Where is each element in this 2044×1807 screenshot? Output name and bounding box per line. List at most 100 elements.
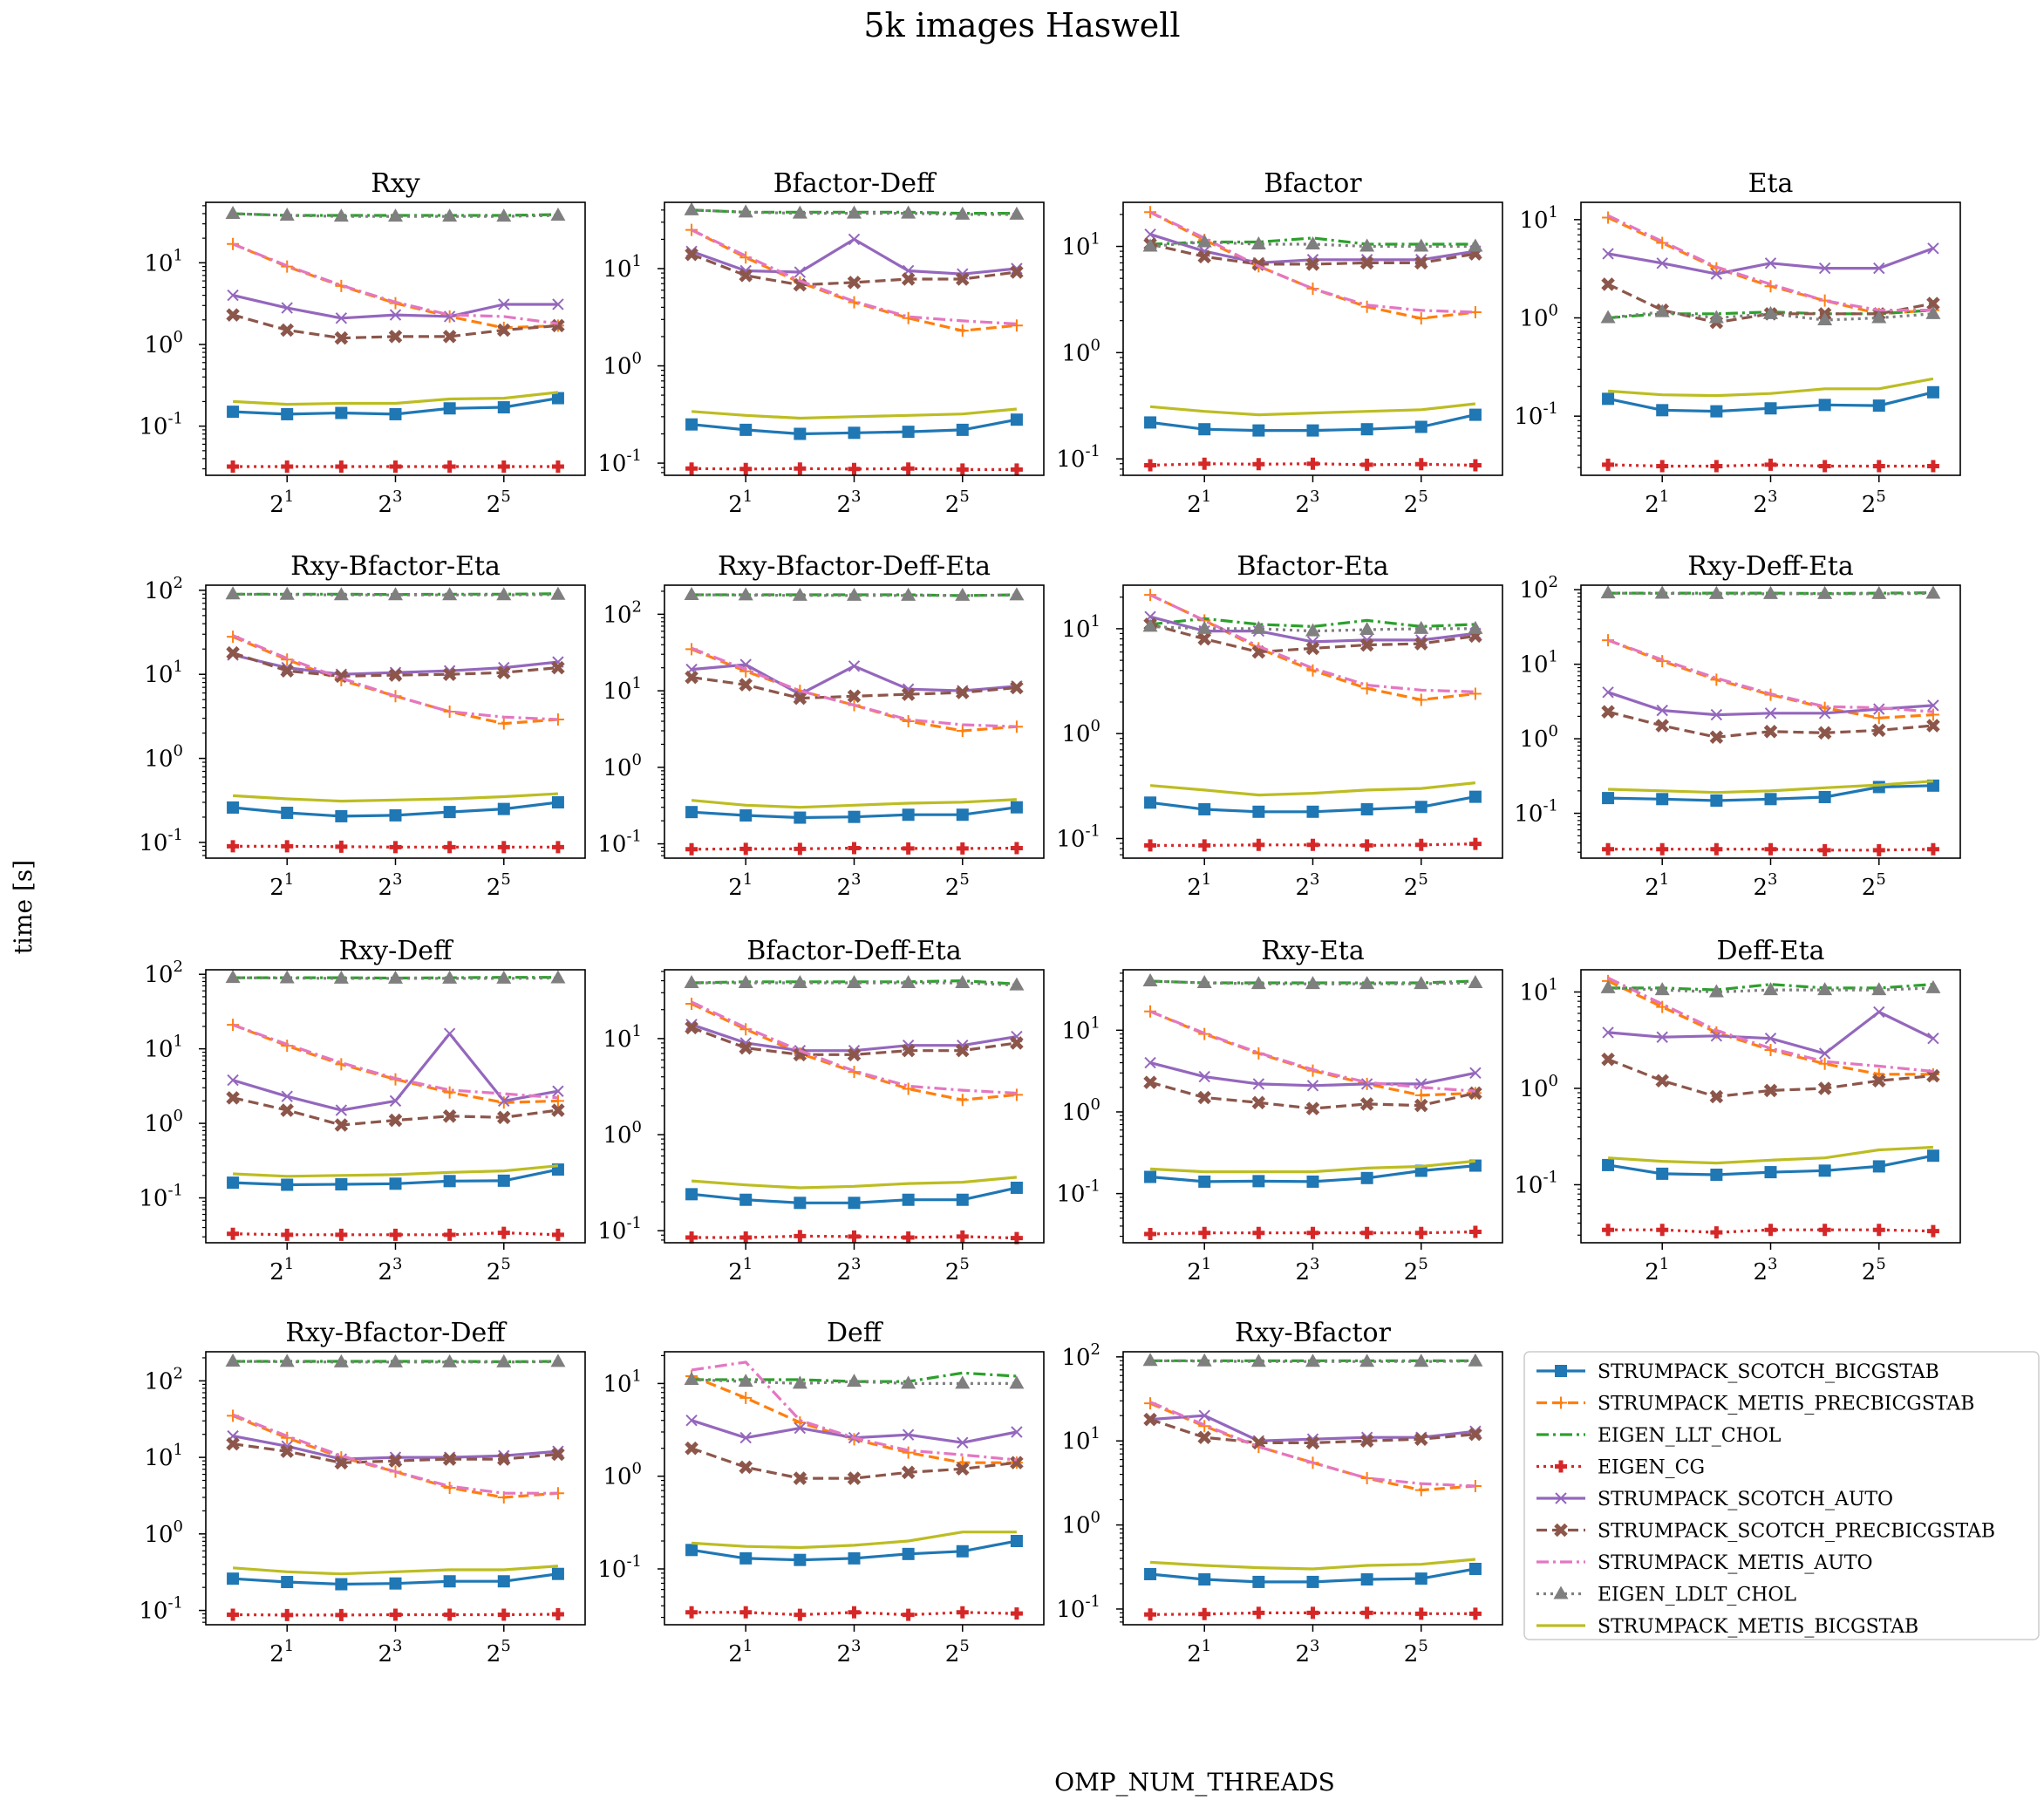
strumpack-scotch-precbicgstab-marker <box>1655 1074 1669 1088</box>
eigen-ldlt-chol-marker <box>901 587 916 601</box>
series-strumpack-metis-bicgstab <box>691 407 1018 420</box>
eigen-cg-marker <box>443 1228 456 1241</box>
strumpack-scotch-auto-marker <box>1764 1032 1777 1045</box>
eigen-cg-marker <box>1144 839 1157 852</box>
eigen-cg-marker <box>848 1230 861 1243</box>
strumpack-scotch-precbicgstab-marker <box>1305 1435 1320 1450</box>
strumpack-scotch-precbicgstab-marker <box>388 330 403 344</box>
eigen-cg-marker <box>956 463 969 476</box>
eigen-ldlt-chol-marker <box>279 208 295 222</box>
y-tick-label: 100 <box>603 1460 642 1490</box>
strumpack-scotch-precbicgstab-marker <box>1414 1432 1428 1446</box>
series-eigen-ldlt-chol <box>1142 234 1483 252</box>
eigen-ldlt-chol-marker <box>1009 587 1025 601</box>
strumpack-scotch-precbicgstab-marker <box>901 1465 916 1480</box>
eigen-ldlt-chol-marker <box>1654 303 1670 317</box>
subplot-title: Rxy-Deff-Eta <box>1687 551 1854 582</box>
strumpack-scotch-auto-marker <box>443 1027 456 1040</box>
strumpack-scotch-precbicgstab-marker <box>442 667 457 681</box>
x-tick-label: 25 <box>487 870 511 901</box>
eigen-ldlt-chol-marker <box>684 201 699 215</box>
eigen-ldlt-chol-marker <box>1468 620 1483 634</box>
y-tick-label: 100 <box>144 1107 183 1137</box>
eigen-cg-marker <box>497 460 510 473</box>
strumpack-scotch-bicgstab-marker <box>1602 792 1615 805</box>
strumpack-metis-precbicgstab-marker <box>1414 312 1427 325</box>
eigen-cg-marker <box>389 460 402 473</box>
strumpack-metis-precbicgstab-marker <box>902 1446 915 1459</box>
strumpack-scotch-bicgstab-marker <box>1710 1169 1723 1182</box>
strumpack-scotch-bicgstab-marker <box>497 802 510 815</box>
strumpack-metis-precbicgstab-marker <box>227 237 240 250</box>
strumpack-scotch-bicgstab-marker <box>389 407 402 420</box>
x-tick-label: 25 <box>945 1637 970 1667</box>
x-tick-label: 25 <box>945 488 970 518</box>
strumpack-scotch-bicgstab-marker <box>1144 796 1157 809</box>
strumpack-scotch-bicgstab-marker <box>497 1575 510 1588</box>
series-strumpack-metis-auto <box>232 242 559 325</box>
y-tick-label: 101 <box>144 1033 183 1063</box>
series-strumpack-scotch-precbicgstab <box>1143 1412 1482 1450</box>
strumpack-scotch-precbicgstab-marker <box>1872 1074 1886 1088</box>
eigen-cg-marker <box>1602 458 1615 471</box>
eigen-ldlt-chol-marker <box>955 587 971 601</box>
strumpack-scotch-auto-marker <box>1198 1070 1210 1083</box>
eigen-ldlt-chol-marker <box>333 587 349 601</box>
x-tick-label: 25 <box>945 870 970 901</box>
strumpack-scotch-precbicgstab-marker <box>1010 1036 1024 1050</box>
strumpack-scotch-precbicgstab-marker <box>334 1118 349 1132</box>
eigen-cg-marker <box>335 460 348 473</box>
series-strumpack-scotch-precbicgstab <box>226 1436 565 1470</box>
eigen-ldlt-chol-marker <box>442 587 458 601</box>
series-strumpack-metis-auto <box>1149 593 1475 693</box>
eigen-cg-marker <box>1764 842 1777 856</box>
strumpack-scotch-auto-marker <box>443 310 456 323</box>
eigen-cg-marker <box>1010 463 1023 476</box>
series-line <box>232 1413 558 1495</box>
eigen-cg-marker <box>1010 1607 1023 1620</box>
eigen-ldlt-chol-marker <box>1142 618 1158 632</box>
x-tick-label: 21 <box>269 1637 294 1667</box>
series-line <box>1607 1145 1933 1165</box>
y-tick-label: 102 <box>144 958 183 988</box>
series-eigen-ldlt-chol <box>1600 303 1941 326</box>
series-eigen-ldlt-chol <box>684 1371 1025 1389</box>
strumpack-scotch-bicgstab-marker <box>443 806 456 819</box>
series-strumpack-metis-auto <box>232 1413 558 1495</box>
eigen-cg-marker <box>794 1230 807 1243</box>
eigen-cg-marker <box>1360 458 1373 471</box>
strumpack-scotch-bicgstab-marker <box>902 1547 915 1560</box>
eigen-ldlt-chol-marker <box>1414 620 1429 634</box>
eigen-ldlt-chol-marker <box>1142 238 1158 252</box>
eigen-cg-marker <box>1764 458 1777 471</box>
strumpack-scotch-bicgstab-marker <box>848 1197 861 1210</box>
series-line <box>1149 1010 1476 1093</box>
series-strumpack-scotch-precbicgstab <box>1601 1052 1940 1104</box>
subplot-bfactor-eta: Bfactor-Eta 10-1 100 101 21 23 25 <box>1056 551 1503 901</box>
subplot-rxy-deff-eta: Rxy-Deff-Eta 10-1 100 101 102 21 23 25 <box>1514 551 1961 901</box>
y-tick-label: 10-1 <box>597 1214 642 1244</box>
eigen-cg-marker <box>794 1608 807 1621</box>
strumpack-scotch-bicgstab-marker <box>1468 1562 1482 1575</box>
strumpack-scotch-bicgstab-marker <box>497 1174 510 1187</box>
eigen-cg-marker <box>1818 1224 1831 1237</box>
eigen-cg-marker <box>1414 838 1427 851</box>
eigen-ldlt-chol-marker <box>1196 620 1212 634</box>
strumpack-scotch-bicgstab-marker <box>281 1178 294 1191</box>
eigen-ldlt-chol-marker <box>225 586 241 600</box>
eigen-ldlt-chol-marker <box>279 1354 295 1367</box>
eigen-cg-marker <box>956 1230 969 1243</box>
x-tick-label: 25 <box>1404 870 1428 901</box>
y-tick-label: 101 <box>144 658 183 688</box>
series-strumpack-scotch-precbicgstab <box>685 1441 1024 1485</box>
x-tick-label: 21 <box>1187 1637 1211 1667</box>
legend-frame <box>1523 1351 2040 1640</box>
series-eigen-ldlt-chol <box>225 205 566 222</box>
legend-entry: STRUMPACK_METIS_AUTO <box>1536 1552 1872 1574</box>
strumpack-scotch-bicgstab-marker <box>848 426 861 440</box>
strumpack-scotch-bicgstab-marker <box>956 808 969 822</box>
strumpack-scotch-bicgstab-marker <box>281 407 294 420</box>
series-line <box>1607 247 1934 276</box>
y-tick-label: 100 <box>1061 336 1100 366</box>
x-tick-label: 23 <box>1754 870 1778 901</box>
